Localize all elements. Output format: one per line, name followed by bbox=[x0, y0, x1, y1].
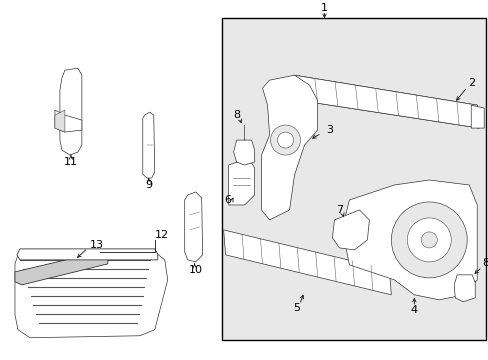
Polygon shape bbox=[294, 75, 478, 128]
Polygon shape bbox=[453, 275, 474, 302]
Polygon shape bbox=[470, 105, 483, 128]
Text: 1: 1 bbox=[320, 3, 327, 13]
Polygon shape bbox=[294, 75, 478, 128]
Text: 10: 10 bbox=[188, 265, 202, 275]
Polygon shape bbox=[228, 158, 254, 205]
Text: 7: 7 bbox=[335, 205, 342, 215]
Circle shape bbox=[270, 125, 300, 155]
Text: 12: 12 bbox=[154, 230, 168, 240]
Polygon shape bbox=[17, 249, 158, 260]
Text: 13: 13 bbox=[90, 240, 103, 250]
Circle shape bbox=[277, 132, 293, 148]
Polygon shape bbox=[15, 252, 107, 285]
Text: 9: 9 bbox=[145, 180, 152, 190]
Circle shape bbox=[407, 218, 450, 262]
Text: 4: 4 bbox=[410, 305, 417, 315]
Text: 2: 2 bbox=[467, 78, 474, 88]
Polygon shape bbox=[60, 68, 81, 155]
Polygon shape bbox=[142, 112, 154, 178]
Polygon shape bbox=[55, 110, 81, 132]
Circle shape bbox=[390, 202, 466, 278]
Polygon shape bbox=[184, 192, 202, 262]
Polygon shape bbox=[332, 210, 368, 250]
Text: 11: 11 bbox=[64, 157, 78, 167]
Bar bbox=[221, 18, 485, 340]
Polygon shape bbox=[55, 110, 65, 132]
Text: 5: 5 bbox=[292, 303, 300, 313]
Text: 3: 3 bbox=[325, 125, 332, 135]
Polygon shape bbox=[223, 230, 390, 295]
Polygon shape bbox=[233, 140, 254, 165]
Circle shape bbox=[421, 232, 436, 248]
Text: 6: 6 bbox=[224, 195, 231, 205]
Polygon shape bbox=[261, 75, 317, 220]
Polygon shape bbox=[344, 180, 476, 300]
Text: 8: 8 bbox=[233, 110, 240, 120]
Text: 8: 8 bbox=[482, 258, 488, 268]
Polygon shape bbox=[15, 252, 167, 338]
